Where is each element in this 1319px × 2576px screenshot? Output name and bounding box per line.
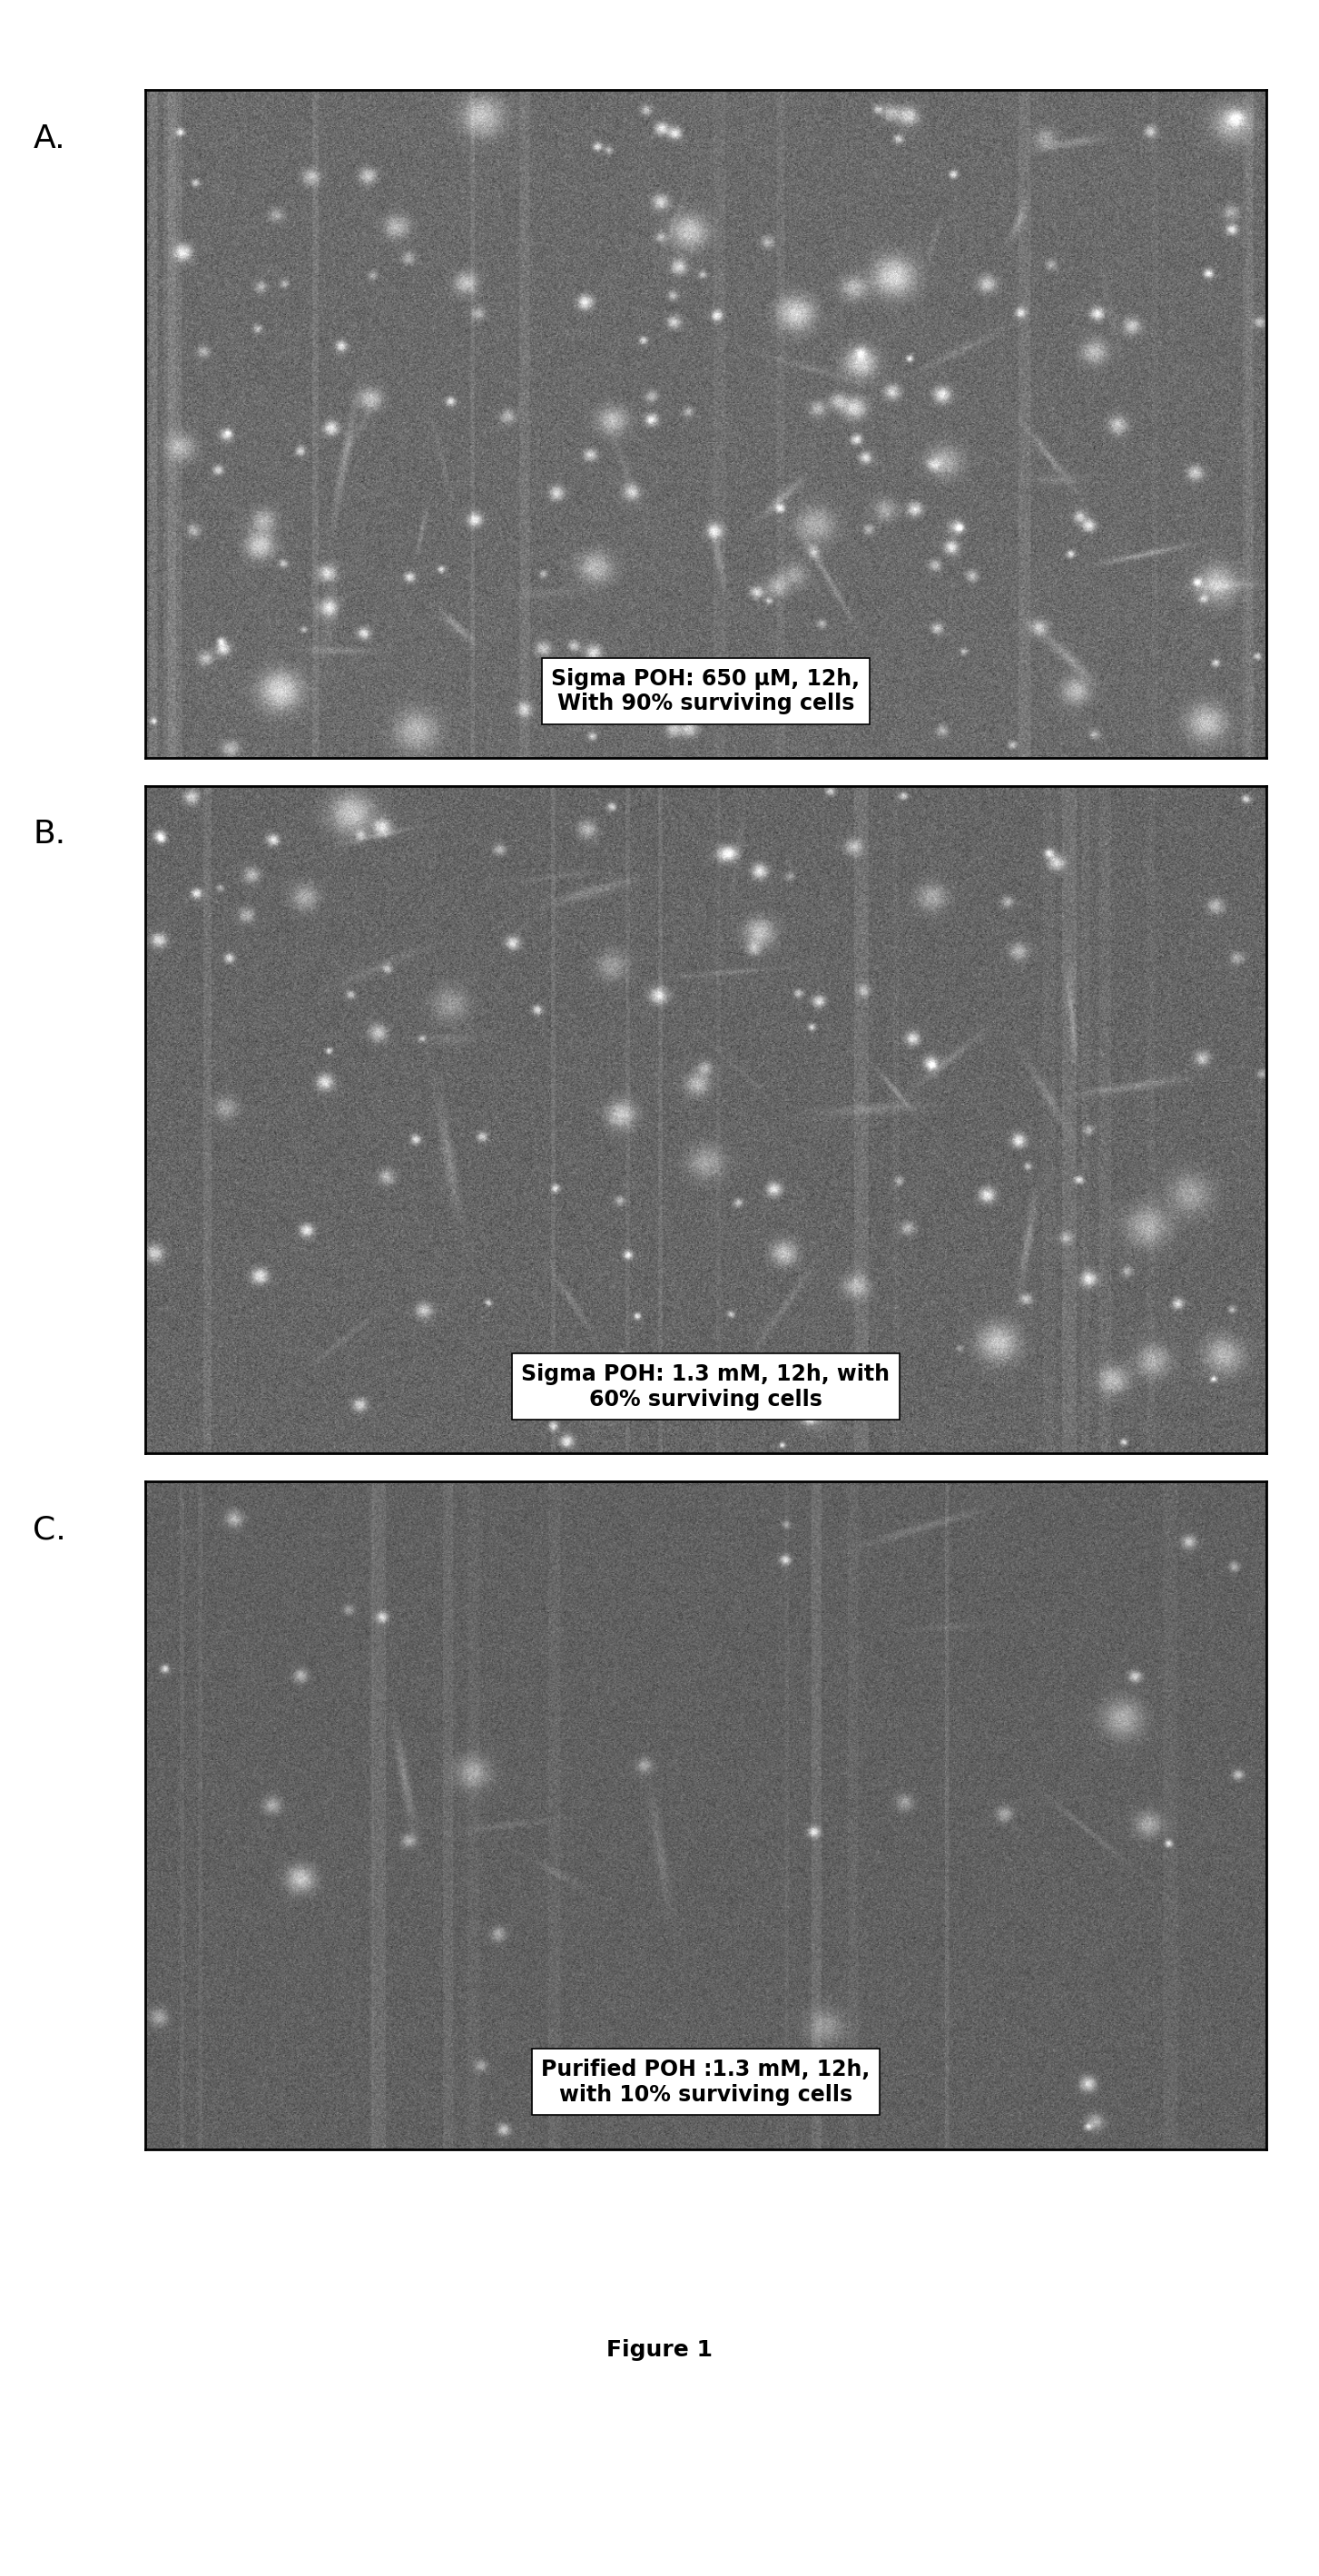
Text: Figure 1: Figure 1 (607, 2339, 712, 2362)
Text: Sigma POH: 1.3 mM, 12h, with
60% surviving cells: Sigma POH: 1.3 mM, 12h, with 60% survivi… (521, 1363, 890, 1409)
Text: A.: A. (33, 124, 66, 155)
Text: B.: B. (33, 819, 66, 850)
Text: C.: C. (33, 1515, 66, 1546)
Text: Sigma POH: 650 μM, 12h,
With 90% surviving cells: Sigma POH: 650 μM, 12h, With 90% survivi… (551, 667, 860, 714)
Text: Purified POH :1.3 mM, 12h,
with 10% surviving cells: Purified POH :1.3 mM, 12h, with 10% surv… (541, 2058, 871, 2105)
